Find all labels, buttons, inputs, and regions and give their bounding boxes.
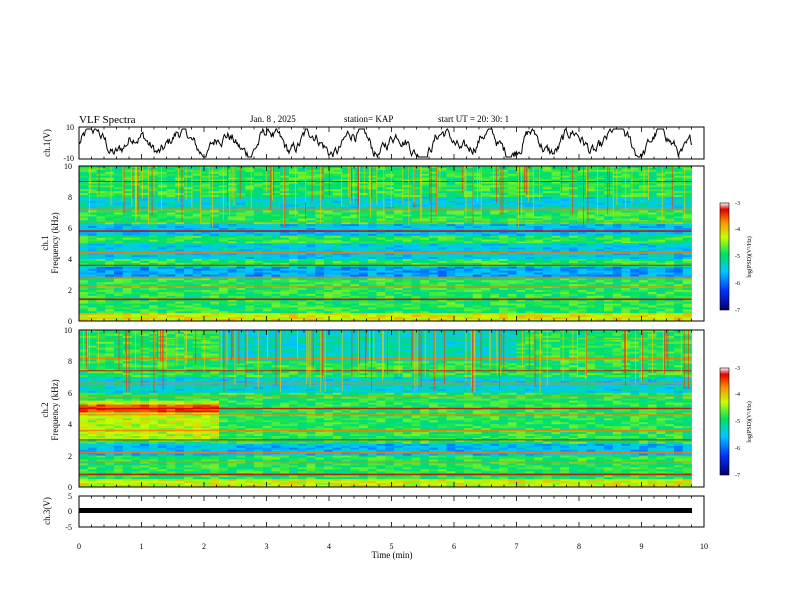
cb1-label: log(PSD)(V²/Hz) [746,236,753,277]
cb2-tick-m4: -4 [735,392,740,398]
ch2-freq-ytick-8: 8 [68,357,72,366]
start-time-label: start UT = 20: 30: 1 [438,114,509,124]
time-tick-label: 1 [140,542,144,551]
ch2-freq-ytick-10: 10 [64,326,72,335]
ch1-freq-ytick-2: 2 [68,286,72,295]
ch2-spectrogram-image [79,330,704,488]
ch3-ytick-0: 0 [68,507,72,516]
time-tick-label: 10 [700,542,708,551]
ch2-freq-ytick-2: 2 [68,452,72,461]
ch1-ytick-top: 10 [66,123,74,132]
ch1-freq-ytick-4: 4 [68,255,72,264]
time-tick-label: 2 [202,542,206,551]
ch2-freq-ytick-4: 4 [68,420,72,429]
ch1-ylabel: ch.1(V) [42,129,52,157]
time-tick-label: 6 [452,542,456,551]
cb1-tick-m6: -6 [735,281,740,287]
ch3-trace-line [79,508,692,513]
ch1-waveform-line [78,127,692,159]
ch1-ylabel-frequency: Frequency (kHz) [50,212,60,273]
date-label: Jan. 8 , 2025 [250,114,296,124]
cb2-tick-m3: -3 [735,366,740,372]
time-tick-label: 8 [577,542,581,551]
ch2-ylabel-frequency: Frequency (kHz) [50,379,60,440]
cb1-tick-m3: -3 [735,201,740,207]
ch1-freq-ytick-0: 0 [68,317,72,326]
time-tick-label: 9 [640,542,644,551]
ch1-spectrogram-panel: 0 2 4 6 8 10 ch.1 Frequency (kHz) [40,162,705,326]
ch2-freq-ytick-0: 0 [68,483,72,492]
ch1-freq-ytick-10: 10 [64,162,72,171]
time-axis-tick-labels: 0 1 2 3 4 5 6 7 8 9 10 [77,542,708,551]
ch2-spectrogram-ticks [78,330,705,487]
ch2-colorbar: -3 -4 -5 -6 -7 log(PSD)(V²/Hz) [719,366,753,479]
ch2-ylabel-channel: ch.2 [40,402,50,417]
ch1-waveform-panel: 10 -10 ch.1(V) [42,123,705,163]
time-tick-label: 4 [327,542,331,551]
ch1-ytick-bottom: -10 [63,154,74,163]
ch1-waveform-ticks [78,127,705,159]
ch1-freq-ytick-6: 6 [68,224,72,233]
ch3-ylabel: ch.3(V) [42,497,52,525]
ch1-colorbar: -3 -4 -5 -6 -7 log(PSD)(V²/Hz) [719,201,753,314]
time-tick-label: 5 [390,542,394,551]
time-tick-label: 0 [77,542,81,551]
figure-title: VLF Spectra [79,114,136,126]
ch1-spectrogram-ticks [78,166,705,321]
ch3-ytick-m5: -5 [65,523,72,532]
time-tick-label: 3 [265,542,269,551]
ch2-freq-ytick-6: 6 [68,389,72,398]
cb1-tick-m5: -5 [735,254,740,260]
ch3-ytick-5: 5 [68,492,72,501]
ch3-trace-panel: 5 0 -5 ch.3(V) [42,492,705,532]
ch1-ylabel-channel: ch.1 [40,235,50,250]
time-tick-label: 7 [515,542,519,551]
ch3-trace-ticks [78,496,705,527]
ch2-spectrogram-panel: 0 2 4 6 8 10 ch.2 Frequency (kHz) [40,326,705,492]
ch1-freq-ytick-8: 8 [68,193,72,202]
cb2-tick-m7: -7 [735,473,740,479]
cb1-tick-m4: -4 [735,227,740,233]
cb2-tick-m6: -6 [735,446,740,452]
ch1-spectrogram-image [78,166,704,322]
cb2-tick-m5: -5 [735,419,740,425]
x-axis-label: Time (min) [372,550,413,560]
station-label: station= KAP [344,114,393,124]
cb1-tick-m7: -7 [735,308,740,314]
cb2-label: log(PSD)(V²/Hz) [746,401,753,442]
